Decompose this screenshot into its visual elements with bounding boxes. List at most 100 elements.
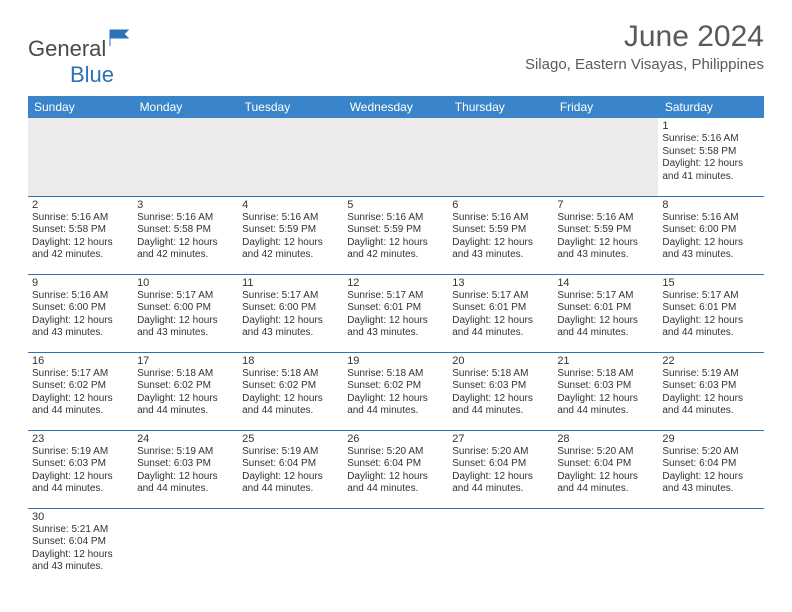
day-number: 18 bbox=[242, 355, 339, 367]
logo-blue: Blue bbox=[70, 62, 114, 87]
sunrise-text: Sunrise: 5:21 AM bbox=[32, 524, 129, 537]
calendar-row: 1Sunrise: 5:16 AMSunset: 5:58 PMDaylight… bbox=[28, 118, 764, 196]
daylight-text: Daylight: 12 hours bbox=[242, 393, 339, 406]
daylight-text: and 43 minutes. bbox=[452, 249, 549, 262]
sunset-text: Sunset: 6:03 PM bbox=[557, 380, 654, 393]
weekday-header: Thursday bbox=[448, 96, 553, 118]
day-number: 12 bbox=[347, 277, 444, 289]
day-number: 24 bbox=[137, 433, 234, 445]
calendar-table: Sunday Monday Tuesday Wednesday Thursday… bbox=[28, 96, 764, 586]
calendar-cell bbox=[553, 118, 658, 196]
day-number: 6 bbox=[452, 199, 549, 211]
daylight-text: Daylight: 12 hours bbox=[557, 471, 654, 484]
sunset-text: Sunset: 6:04 PM bbox=[32, 536, 129, 549]
day-number: 11 bbox=[242, 277, 339, 289]
sunrise-text: Sunrise: 5:18 AM bbox=[347, 368, 444, 381]
daylight-text: and 42 minutes. bbox=[32, 249, 129, 262]
sunset-text: Sunset: 5:59 PM bbox=[452, 224, 549, 237]
calendar-cell bbox=[553, 508, 658, 586]
calendar-cell: 14Sunrise: 5:17 AMSunset: 6:01 PMDayligh… bbox=[553, 274, 658, 352]
calendar-cell: 21Sunrise: 5:18 AMSunset: 6:03 PMDayligh… bbox=[553, 352, 658, 430]
day-number: 13 bbox=[452, 277, 549, 289]
sunrise-text: Sunrise: 5:18 AM bbox=[137, 368, 234, 381]
sunset-text: Sunset: 6:04 PM bbox=[242, 458, 339, 471]
calendar-cell: 12Sunrise: 5:17 AMSunset: 6:01 PMDayligh… bbox=[343, 274, 448, 352]
day-number: 25 bbox=[242, 433, 339, 445]
day-number: 27 bbox=[452, 433, 549, 445]
day-number: 30 bbox=[32, 511, 129, 523]
title-block: June 2024 Silago, Eastern Visayas, Phili… bbox=[525, 20, 764, 73]
sunrise-text: Sunrise: 5:16 AM bbox=[32, 290, 129, 303]
weekday-header: Tuesday bbox=[238, 96, 343, 118]
calendar-cell bbox=[658, 508, 763, 586]
daylight-text: Daylight: 12 hours bbox=[347, 315, 444, 328]
calendar-cell: 9Sunrise: 5:16 AMSunset: 6:00 PMDaylight… bbox=[28, 274, 133, 352]
daylight-text: Daylight: 12 hours bbox=[137, 237, 234, 250]
sunrise-text: Sunrise: 5:16 AM bbox=[452, 212, 549, 225]
calendar-cell: 15Sunrise: 5:17 AMSunset: 6:01 PMDayligh… bbox=[658, 274, 763, 352]
daylight-text: Daylight: 12 hours bbox=[242, 237, 339, 250]
calendar-cell: 1Sunrise: 5:16 AMSunset: 5:58 PMDaylight… bbox=[658, 118, 763, 196]
sunrise-text: Sunrise: 5:16 AM bbox=[662, 133, 759, 146]
daylight-text: Daylight: 12 hours bbox=[557, 237, 654, 250]
daylight-text: and 44 minutes. bbox=[137, 483, 234, 496]
sunrise-text: Sunrise: 5:16 AM bbox=[347, 212, 444, 225]
sunset-text: Sunset: 5:58 PM bbox=[662, 146, 759, 159]
calendar-cell: 19Sunrise: 5:18 AMSunset: 6:02 PMDayligh… bbox=[343, 352, 448, 430]
daylight-text: and 43 minutes. bbox=[662, 483, 759, 496]
calendar-cell: 6Sunrise: 5:16 AMSunset: 5:59 PMDaylight… bbox=[448, 196, 553, 274]
daylight-text: Daylight: 12 hours bbox=[242, 471, 339, 484]
daylight-text: and 44 minutes. bbox=[242, 483, 339, 496]
sunrise-text: Sunrise: 5:18 AM bbox=[452, 368, 549, 381]
weekday-header: Sunday bbox=[28, 96, 133, 118]
calendar-cell: 20Sunrise: 5:18 AMSunset: 6:03 PMDayligh… bbox=[448, 352, 553, 430]
weekday-header: Wednesday bbox=[343, 96, 448, 118]
daylight-text: and 42 minutes. bbox=[242, 249, 339, 262]
sunrise-text: Sunrise: 5:16 AM bbox=[242, 212, 339, 225]
sunset-text: Sunset: 6:00 PM bbox=[137, 302, 234, 315]
calendar-cell: 26Sunrise: 5:20 AMSunset: 6:04 PMDayligh… bbox=[343, 430, 448, 508]
sunset-text: Sunset: 5:59 PM bbox=[557, 224, 654, 237]
day-number: 16 bbox=[32, 355, 129, 367]
daylight-text: Daylight: 12 hours bbox=[347, 471, 444, 484]
weekday-header-row: Sunday Monday Tuesday Wednesday Thursday… bbox=[28, 96, 764, 118]
calendar-cell bbox=[343, 118, 448, 196]
sunrise-text: Sunrise: 5:19 AM bbox=[662, 368, 759, 381]
sunset-text: Sunset: 6:01 PM bbox=[347, 302, 444, 315]
sunrise-text: Sunrise: 5:16 AM bbox=[32, 212, 129, 225]
daylight-text: Daylight: 12 hours bbox=[32, 549, 129, 562]
calendar-cell: 7Sunrise: 5:16 AMSunset: 5:59 PMDaylight… bbox=[553, 196, 658, 274]
weekday-header: Friday bbox=[553, 96, 658, 118]
weekday-header: Saturday bbox=[658, 96, 763, 118]
sunset-text: Sunset: 6:03 PM bbox=[32, 458, 129, 471]
day-number: 26 bbox=[347, 433, 444, 445]
calendar-cell bbox=[238, 508, 343, 586]
daylight-text: Daylight: 12 hours bbox=[32, 393, 129, 406]
calendar-cell: 29Sunrise: 5:20 AMSunset: 6:04 PMDayligh… bbox=[658, 430, 763, 508]
daylight-text: and 41 minutes. bbox=[662, 171, 759, 184]
day-number: 5 bbox=[347, 199, 444, 211]
daylight-text: Daylight: 12 hours bbox=[557, 315, 654, 328]
day-number: 17 bbox=[137, 355, 234, 367]
calendar-cell: 13Sunrise: 5:17 AMSunset: 6:01 PMDayligh… bbox=[448, 274, 553, 352]
daylight-text: and 43 minutes. bbox=[347, 327, 444, 340]
daylight-text: and 44 minutes. bbox=[137, 405, 234, 418]
sunrise-text: Sunrise: 5:18 AM bbox=[242, 368, 339, 381]
sunrise-text: Sunrise: 5:19 AM bbox=[242, 446, 339, 459]
calendar-cell: 25Sunrise: 5:19 AMSunset: 6:04 PMDayligh… bbox=[238, 430, 343, 508]
header: GeneralBlue June 2024 Silago, Eastern Vi… bbox=[28, 20, 764, 88]
daylight-text: Daylight: 12 hours bbox=[32, 315, 129, 328]
sunset-text: Sunset: 6:00 PM bbox=[662, 224, 759, 237]
day-number: 15 bbox=[662, 277, 759, 289]
daylight-text: Daylight: 12 hours bbox=[557, 393, 654, 406]
daylight-text: and 43 minutes. bbox=[557, 249, 654, 262]
day-number: 23 bbox=[32, 433, 129, 445]
sunset-text: Sunset: 6:01 PM bbox=[662, 302, 759, 315]
day-number: 2 bbox=[32, 199, 129, 211]
calendar-cell: 11Sunrise: 5:17 AMSunset: 6:00 PMDayligh… bbox=[238, 274, 343, 352]
sunset-text: Sunset: 6:03 PM bbox=[137, 458, 234, 471]
sunrise-text: Sunrise: 5:17 AM bbox=[347, 290, 444, 303]
sunrise-text: Sunrise: 5:16 AM bbox=[137, 212, 234, 225]
day-number: 8 bbox=[662, 199, 759, 211]
sunset-text: Sunset: 6:01 PM bbox=[452, 302, 549, 315]
